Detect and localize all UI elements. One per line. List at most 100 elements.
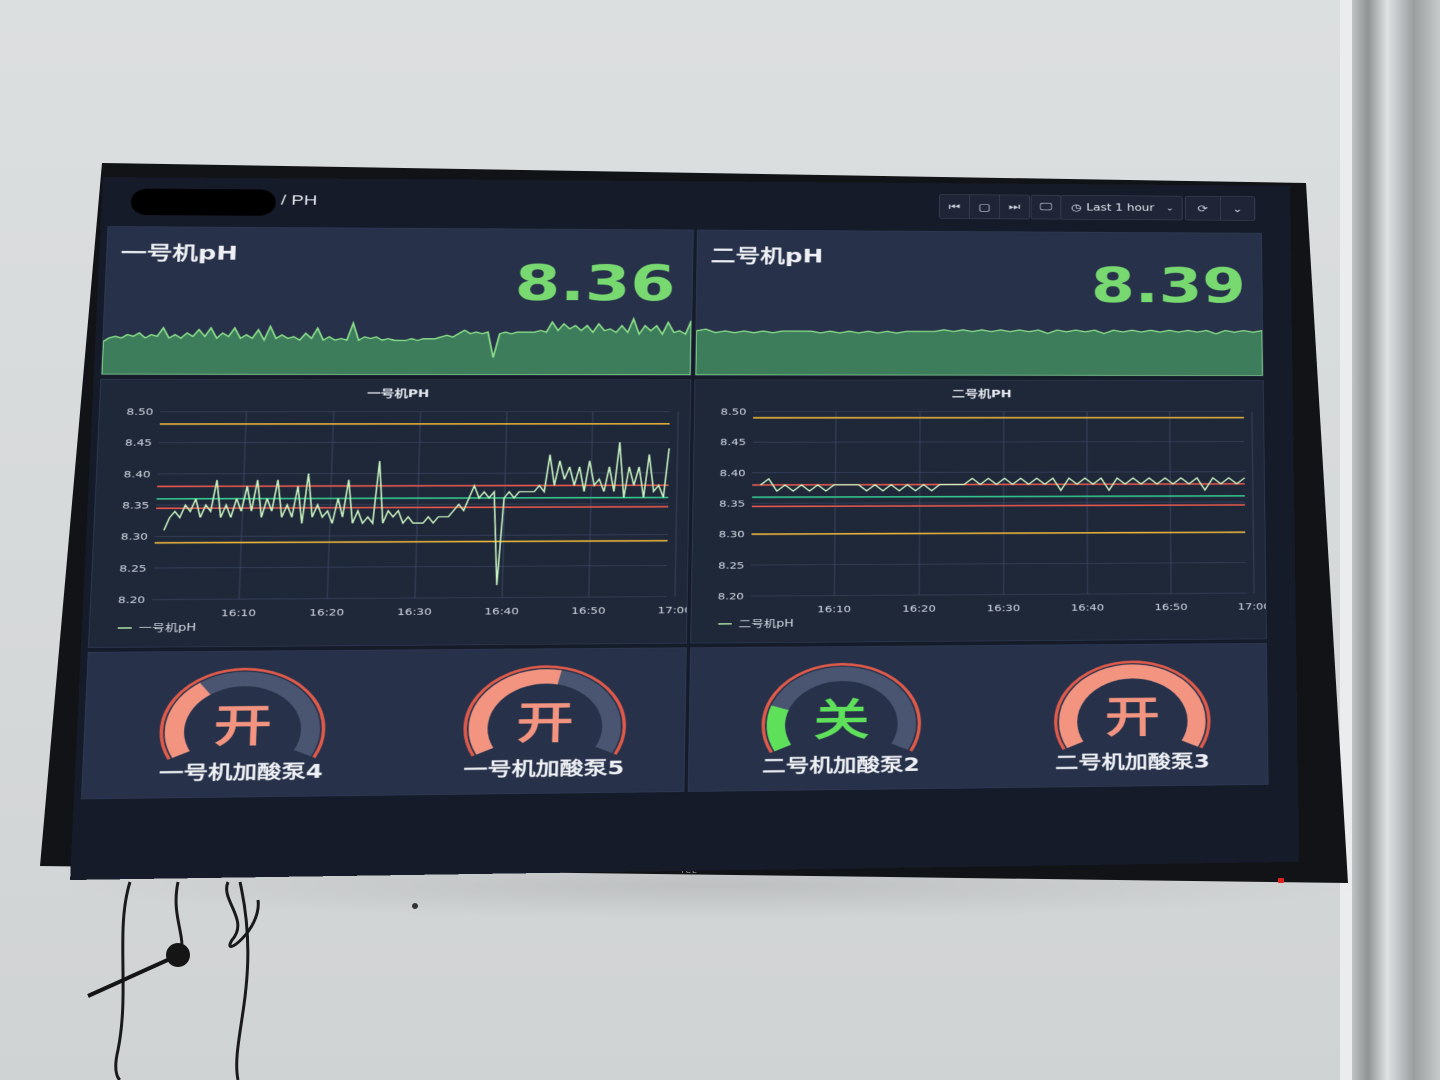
stat-sparkline (102, 303, 692, 375)
graph-panel-1[interactable]: 8.50 8.45 8.40 8.35 8.30 8.25 8.20 16:10 16:20 16… (88, 379, 691, 648)
gauge-pump-4[interactable]: 开 一号机加酸泵4 (126, 658, 358, 792)
y-tick-label: 8.25 (718, 561, 744, 571)
breadcrumb[interactable]: / PH (281, 192, 318, 209)
sparkline-area (102, 317, 692, 375)
gauge-value: 开 (1025, 682, 1239, 746)
threshold-line (157, 498, 669, 499)
gauge-label: 二号机加酸泵2 (731, 750, 950, 779)
line-chart: 8.50 8.45 8.40 8.35 8.30 8.25 8.20 16:10 16:20 16… (691, 380, 1266, 643)
y-tick-label: 8.45 (720, 438, 746, 448)
x-tick-label: 16:40 (1071, 603, 1104, 613)
threshold-line (752, 496, 1245, 497)
y-tick-label: 8.50 (126, 407, 153, 417)
y-tick-label: 8.25 (119, 564, 147, 575)
gauge-label: 一号机加酸泵4 (126, 757, 354, 786)
threshold-line (752, 484, 1245, 485)
time-range-picker[interactable]: ◷ Last 1 hour ⌄ (1060, 195, 1182, 220)
grid-line (919, 412, 920, 595)
legend-label: 二号机pH (738, 616, 793, 630)
x-tick-label: 16:30 (397, 607, 432, 618)
x-tick-label: 16:20 (309, 608, 344, 619)
gauge-pump-2[interactable]: 关 二号机加酸泵2 (731, 654, 950, 786)
gauge-value: 关 (732, 685, 951, 749)
grid-line (675, 412, 678, 597)
grid-line (1087, 412, 1088, 594)
y-tick-label: 8.20 (718, 592, 744, 602)
legend-label: 一号机pH (138, 620, 196, 634)
skip-forward-icon[interactable]: ⏭ (1000, 195, 1029, 218)
x-tick-label: 16:50 (571, 606, 605, 617)
line-chart: 8.50 8.45 8.40 8.35 8.30 8.25 8.20 16:10 16:20 16… (89, 380, 691, 648)
grid-line (156, 504, 668, 506)
gauge-panel-1: 开 一号机加酸泵4 开 一号机加酸泵5 (81, 647, 687, 799)
grid-line (589, 412, 593, 597)
threshold-line (752, 505, 1245, 507)
gauge-pump-3[interactable]: 开 二号机加酸泵3 (1025, 651, 1240, 781)
legend[interactable]: 二号机pH (718, 616, 794, 630)
grid-line (834, 412, 836, 596)
stat-sparkline (695, 305, 1262, 376)
x-tick-label: 17:00 (1238, 602, 1266, 612)
gauge-value: 开 (433, 687, 657, 752)
x-tick-label: 16:20 (902, 604, 936, 614)
stop-icon[interactable]: ▢ (970, 195, 1000, 218)
grid-line (1170, 412, 1171, 594)
y-tick-label: 8.35 (122, 501, 150, 511)
grid-line (159, 442, 669, 443)
grid-line (752, 472, 1244, 473)
tv-mode-icon: 🖵 (1031, 195, 1060, 218)
time-range-label: Last 1 hour (1086, 202, 1154, 213)
gauge-label: 一号机加酸泵5 (432, 754, 655, 783)
x-tick-label: 16:10 (817, 604, 851, 614)
gauge-panel-2: 关 二号机加酸泵2 开 二号机加酸泵3 (688, 643, 1269, 792)
legend[interactable]: 一号机pH (117, 620, 196, 634)
grid-line (1252, 412, 1254, 593)
graph-title: 一号机PH (100, 385, 690, 401)
y-tick-label: 8.30 (121, 532, 149, 542)
x-tick-label: 17:00 (658, 605, 691, 616)
y-tick-label: 8.45 (125, 438, 152, 448)
grid-line (327, 412, 333, 599)
grid-line (155, 535, 668, 537)
gauge-pump-5[interactable]: 开 一号机加酸泵5 (432, 656, 657, 789)
x-tick-label: 16:40 (484, 607, 519, 618)
stat-panel-2[interactable]: 二号机pH 8.39 (695, 230, 1264, 377)
graph-panel-2[interactable]: 8.50 8.45 8.40 8.35 8.30 8.25 8.20 16:10 16:20 16… (690, 379, 1267, 643)
x-tick-label: 16:30 (987, 603, 1020, 613)
grid-line (751, 593, 1246, 596)
dashboard: / PH ⏮ ▢ ⏭ 🖵 ◷ Last 1 hour ⌄ ⟳ ⌄ 一号机pH 8… (70, 177, 1299, 880)
y-tick-label: 8.20 (118, 595, 146, 606)
legend-swatch (118, 627, 132, 628)
threshold-line (752, 532, 1246, 534)
gauge-value: 开 (128, 690, 357, 756)
x-tick-label: 16:50 (1155, 602, 1188, 612)
redacted-dashboard-name (130, 189, 276, 216)
grid-line (751, 563, 1246, 565)
grid-line (752, 502, 1245, 503)
threshold-line (157, 485, 668, 486)
dashboard-topbar: / PH ⏮ ▢ ⏭ 🖵 ◷ Last 1 hour ⌄ ⟳ ⌄ (101, 177, 1291, 228)
skip-back-icon[interactable]: ⏮ (940, 195, 970, 218)
refresh-interval-chevron-icon[interactable]: ⌄ (1220, 197, 1254, 220)
grid-line (154, 566, 668, 569)
stat-panel-1[interactable]: 一号机pH 8.36 (101, 226, 694, 376)
grid-line (415, 412, 421, 598)
y-tick-label: 8.50 (721, 407, 747, 417)
stat-title: 一号机pH (120, 237, 238, 265)
tv-mode-button[interactable]: 🖵 (1031, 195, 1062, 220)
playback-controls: ⏮ ▢ ⏭ (939, 194, 1030, 219)
refresh-icon[interactable]: ⟳ (1186, 197, 1221, 220)
x-tick-label: 16:10 (221, 608, 256, 619)
y-tick-label: 8.35 (719, 499, 745, 509)
y-tick-label: 8.40 (123, 469, 150, 479)
threshold-line (155, 541, 668, 543)
refresh-control: ⟳ ⌄ (1185, 196, 1255, 221)
legend-swatch (718, 623, 731, 624)
sparkline-area (695, 329, 1262, 376)
graph-title: 二号机PH (695, 385, 1263, 400)
chevron-down-icon: ⌄ (1166, 204, 1174, 213)
series-line (161, 442, 669, 587)
tv-power-led (1278, 878, 1284, 883)
stat-title: 二号机pH (711, 240, 824, 268)
y-tick-label: 8.40 (720, 468, 746, 478)
